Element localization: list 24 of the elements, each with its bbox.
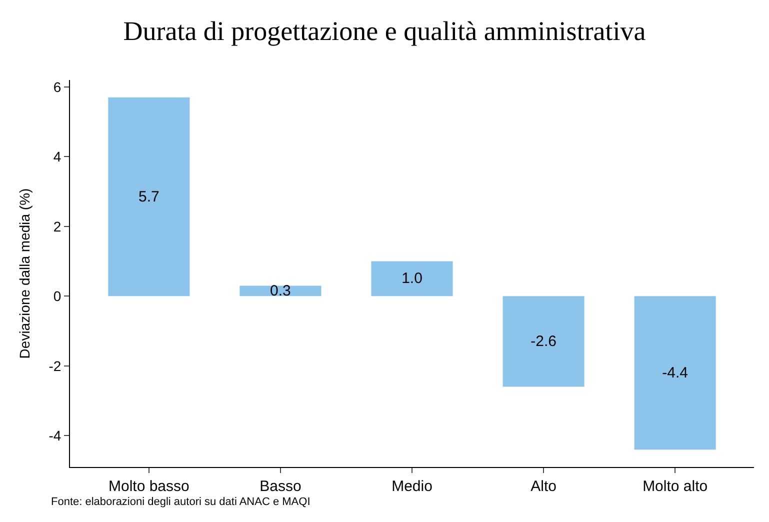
y-tick-label: -2 <box>48 358 62 374</box>
bar <box>108 97 190 296</box>
y-tick-label: 2 <box>53 218 62 234</box>
y-tick-label: 0 <box>53 288 62 304</box>
x-tick-label: Molto alto <box>642 478 708 495</box>
bar <box>371 261 453 296</box>
data-label: -2.6 <box>530 332 556 350</box>
source-note: Fonte: elaborazioni degli autori su dati ANAC e MAQI <box>51 496 310 508</box>
y-tick-label: -4 <box>48 428 62 444</box>
x-tick-label: Molto basso <box>108 478 190 495</box>
y-axis-title: Deviazione dalla media (%) <box>16 188 32 359</box>
x-tick-label: Medio <box>392 478 432 495</box>
data-label: 0.3 <box>270 282 291 300</box>
bar <box>502 296 584 387</box>
data-label: 1.0 <box>402 270 422 288</box>
x-tick-label: Basso <box>260 478 302 495</box>
data-label: -4.4 <box>662 364 688 382</box>
y-tick-label: 6 <box>53 78 62 95</box>
bar <box>240 286 322 296</box>
data-label: 5.7 <box>138 188 160 206</box>
chart-title: Durata di progettazione e qualità amministrativa <box>123 16 646 46</box>
bar <box>634 296 716 450</box>
y-tick-label: 4 <box>53 148 62 165</box>
x-tick-label: Alto <box>530 478 556 495</box>
